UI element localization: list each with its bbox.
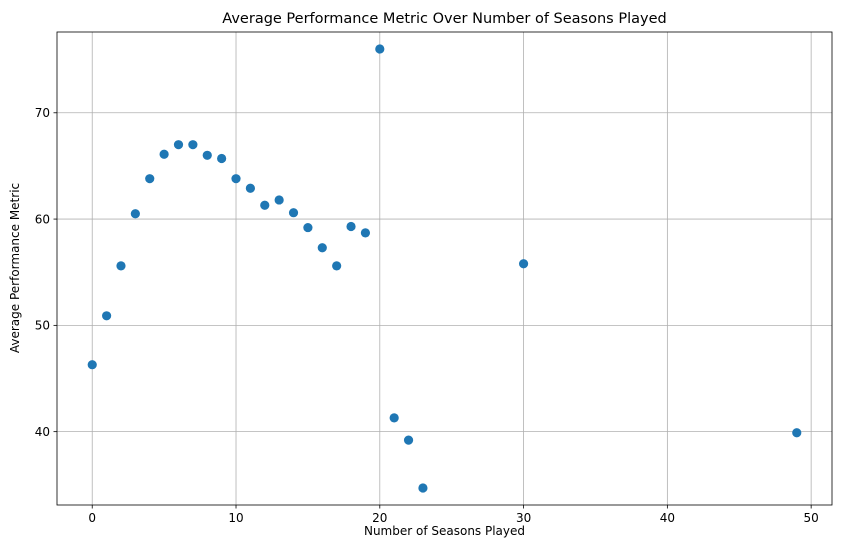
chart-title: Average Performance Metric Over Number o… — [222, 11, 666, 27]
data-point — [173, 140, 184, 150]
data-point — [418, 483, 428, 493]
data-point — [518, 259, 529, 269]
y-tick-label: 50 — [35, 319, 50, 333]
data-point — [288, 208, 299, 218]
x-axis-label: Number of Seasons Played — [364, 524, 525, 538]
data-point — [346, 221, 356, 232]
data-point — [303, 222, 313, 233]
y-tick-label: 40 — [35, 425, 50, 439]
data-point — [274, 195, 284, 205]
data-point — [245, 183, 255, 193]
data-point — [87, 360, 97, 370]
grid — [57, 32, 832, 505]
y-tick-label: 70 — [35, 106, 50, 120]
x-tick-label: 30 — [516, 511, 531, 525]
data-point — [317, 243, 327, 253]
x-tick-label: 50 — [804, 511, 819, 525]
data-point — [217, 153, 227, 164]
data-point — [188, 140, 198, 150]
y-axis-label: Average Performance Metric — [8, 183, 22, 353]
data-point — [260, 200, 270, 210]
data-point — [389, 413, 399, 423]
x-tick-label: 0 — [88, 511, 96, 525]
data-point — [231, 174, 241, 184]
data-point — [159, 149, 169, 159]
data-point — [375, 44, 385, 54]
data-point — [332, 261, 342, 271]
data-point — [102, 311, 112, 321]
x-tick-label: 10 — [228, 511, 243, 525]
data-point — [202, 150, 212, 160]
data-point — [145, 174, 155, 184]
data-point — [792, 428, 802, 438]
x-tick-label: 40 — [660, 511, 675, 525]
y-tick-label: 60 — [35, 212, 50, 226]
data-point — [130, 209, 140, 219]
data-point — [403, 435, 414, 445]
data-point — [116, 261, 126, 271]
data-point — [360, 228, 371, 238]
data-points — [87, 44, 802, 493]
plot-area-frame — [56, 31, 833, 506]
y-axis-ticks: 40 50 60 70 — [35, 106, 57, 439]
x-axis-ticks: 0 10 20 30 40 50 — [88, 505, 819, 525]
x-tick-label: 20 — [372, 511, 387, 525]
